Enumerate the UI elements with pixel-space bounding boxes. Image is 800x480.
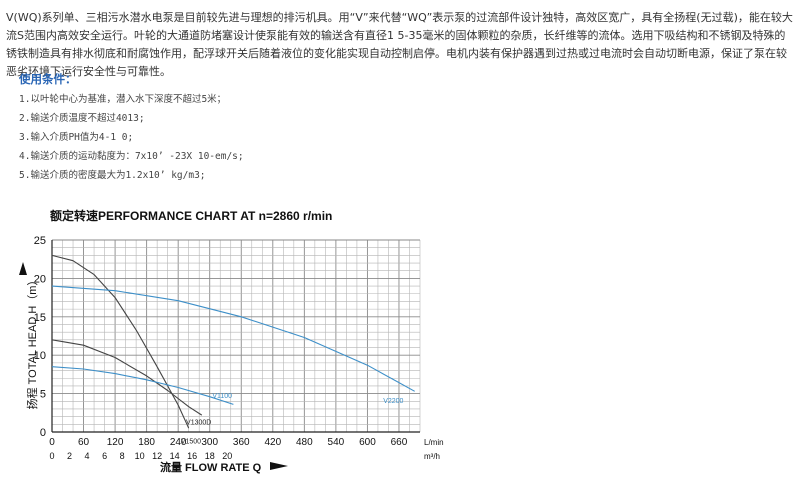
- chart-title: 额定转速PERFORMANCE CHART AT n=2860 r/min: [50, 208, 332, 223]
- x-tick-label: 60: [78, 437, 90, 448]
- chart-grid: [51, 239, 421, 433]
- x-secondary-tick-label: 8: [120, 451, 125, 461]
- condition-item: 5.输送介质的密度最大为1.2x10’ kg/m3;: [19, 170, 206, 181]
- x-tick-label: 480: [296, 437, 313, 448]
- condition-item: 2.输送介质温度不超过4013;: [19, 113, 145, 124]
- series-line-v1300d: [51, 339, 203, 416]
- x-tick-label: 540: [328, 437, 345, 448]
- x-secondary-tick-label: 2: [67, 451, 72, 461]
- x-secondary-tick-label: 6: [102, 451, 107, 461]
- x-tick-label: 360: [233, 437, 250, 448]
- x-axis-arrow-icon: [270, 462, 288, 470]
- series-line-v1500: [51, 254, 190, 429]
- x-secondary-unit-label: m³/h: [424, 452, 440, 461]
- series-line-v1100: [51, 366, 234, 405]
- y-tick-label: 20: [34, 273, 46, 285]
- y-tick-label: 25: [34, 235, 46, 247]
- condition-item: 1.以叶轮中心为基准，潜入水下深度不超过5米；: [19, 94, 227, 105]
- conditions-list: 1.以叶轮中心为基准，潜入水下深度不超过5米； 2.输送介质温度不超过4013;…: [19, 90, 244, 185]
- x-tick-label: 420: [264, 437, 281, 448]
- x-tick-label: 0: [49, 437, 55, 448]
- x-secondary-tick-label: 16: [187, 451, 197, 461]
- series-label-v1300d: V1300D: [186, 419, 211, 426]
- x-tick-label: 240: [170, 437, 187, 448]
- x-secondary-tick-label: 18: [205, 451, 215, 461]
- x-axis-label: 流量 FLOW RATE Q: [160, 460, 262, 474]
- series-label-v1100: V1100: [212, 393, 232, 400]
- y-tick-label: 5: [40, 389, 46, 401]
- y-axis-label: 扬程 TOTAL HEAD H（m）: [25, 275, 39, 410]
- x-unit-label: L/min: [424, 438, 444, 447]
- condition-item: 3.输入介质PH值为4-1 0;: [19, 132, 134, 143]
- y-tick-label: 15: [34, 312, 46, 324]
- series-label-v1500: V1500: [181, 439, 201, 446]
- x-secondary-tick-label: 4: [85, 451, 90, 461]
- series-line-v2200: [51, 285, 415, 392]
- x-secondary-tick-label: 10: [135, 451, 145, 461]
- intro-paragraph: V(WQ)系列单、三相污水潜水电泵是目前较先进与理想的排污机具。用“V”来代替“…: [6, 11, 793, 78]
- y-tick-label: 0: [40, 427, 46, 439]
- condition-item: 4.输送介质的运动黏度为：7x10’ -23X 10-em/s;: [19, 151, 244, 162]
- x-secondary-tick-label: 14: [170, 451, 180, 461]
- performance-chart: 额定转速PERFORMANCE CHART AT n=2860 r/min 扬程…: [0, 200, 800, 476]
- chart-series: V1500 V1300D V1100 V2200: [51, 254, 415, 446]
- x-tick-label: 300: [201, 437, 218, 448]
- x-secondary-tick-label: 20: [222, 451, 232, 461]
- y-tick-label: 10: [34, 350, 46, 362]
- x-tick-label: 600: [359, 437, 376, 448]
- x-secondary-tick-label: 12: [152, 451, 162, 461]
- x-secondary-tick-label: 0: [49, 451, 54, 461]
- x-tick-label: 180: [138, 437, 155, 448]
- x-tick-label: 120: [107, 437, 124, 448]
- x-tick-label: 660: [391, 437, 408, 448]
- series-label-v2200: V2200: [383, 398, 403, 405]
- y-axis-arrow-icon: [19, 262, 27, 275]
- conditions-title: 使用条件：: [19, 72, 77, 86]
